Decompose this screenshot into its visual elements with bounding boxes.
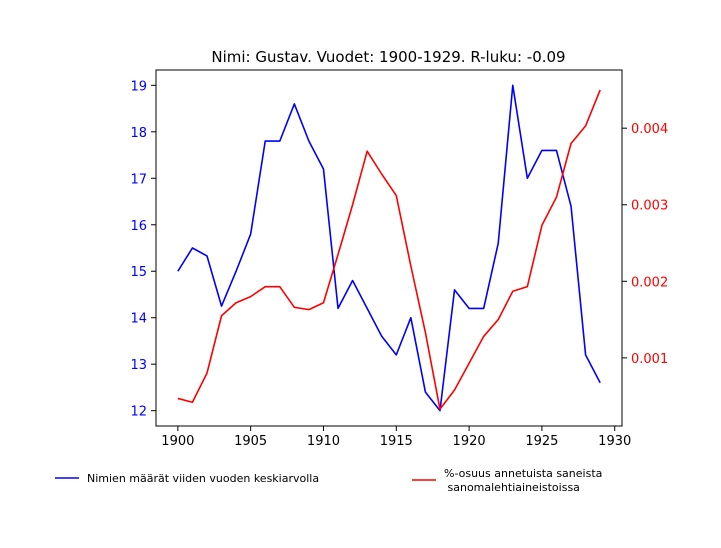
- left-tick-label: 14: [130, 312, 147, 327]
- x-tick-label: 1930: [598, 434, 631, 449]
- legend-label-left: Nimien määrät viiden vuoden keskiarvolla: [87, 472, 319, 485]
- left-tick-label: 16: [130, 219, 147, 234]
- series-line-left: [177, 84, 601, 412]
- legend-label-right: %-osuus annetuista saneista sanomalehtia…: [444, 467, 602, 494]
- x-tick-label: 1910: [307, 434, 340, 449]
- left-tick-label: 17: [130, 172, 147, 187]
- x-tick-label: 1915: [380, 434, 413, 449]
- left-tick-label: 19: [130, 79, 147, 94]
- chart-title: Nimi: Gustav. Vuodet: 1900-1929. R-luku:…: [211, 48, 565, 66]
- x-tick-label: 1920: [453, 434, 486, 449]
- x-tick-label: 1925: [525, 434, 558, 449]
- legend: Nimien määrät viiden vuoden keskiarvolla…: [55, 467, 602, 494]
- right-tick-label: 0.003: [631, 199, 668, 214]
- right-tick-label: 0.001: [631, 352, 668, 367]
- left-tick-label: 18: [130, 126, 147, 141]
- plot-area: [155, 69, 623, 427]
- left-tick-label: 12: [130, 405, 147, 420]
- x-tick-label: 1900: [161, 434, 194, 449]
- series-line-right: [177, 89, 601, 410]
- x-axis: 1900 1905 1910 1915 1920 1925 1930: [161, 426, 631, 449]
- series-lines: [177, 84, 601, 412]
- right-y-axis: 0.001 0.002 0.003 0.004: [622, 122, 668, 367]
- right-tick-label: 0.004: [631, 122, 668, 137]
- left-tick-label: 13: [130, 358, 147, 373]
- right-tick-label: 0.002: [631, 275, 668, 290]
- x-tick-label: 1905: [234, 434, 267, 449]
- left-tick-label: 15: [130, 265, 147, 280]
- left-y-axis: 12 13 14 15 16 17 18 19: [130, 79, 156, 420]
